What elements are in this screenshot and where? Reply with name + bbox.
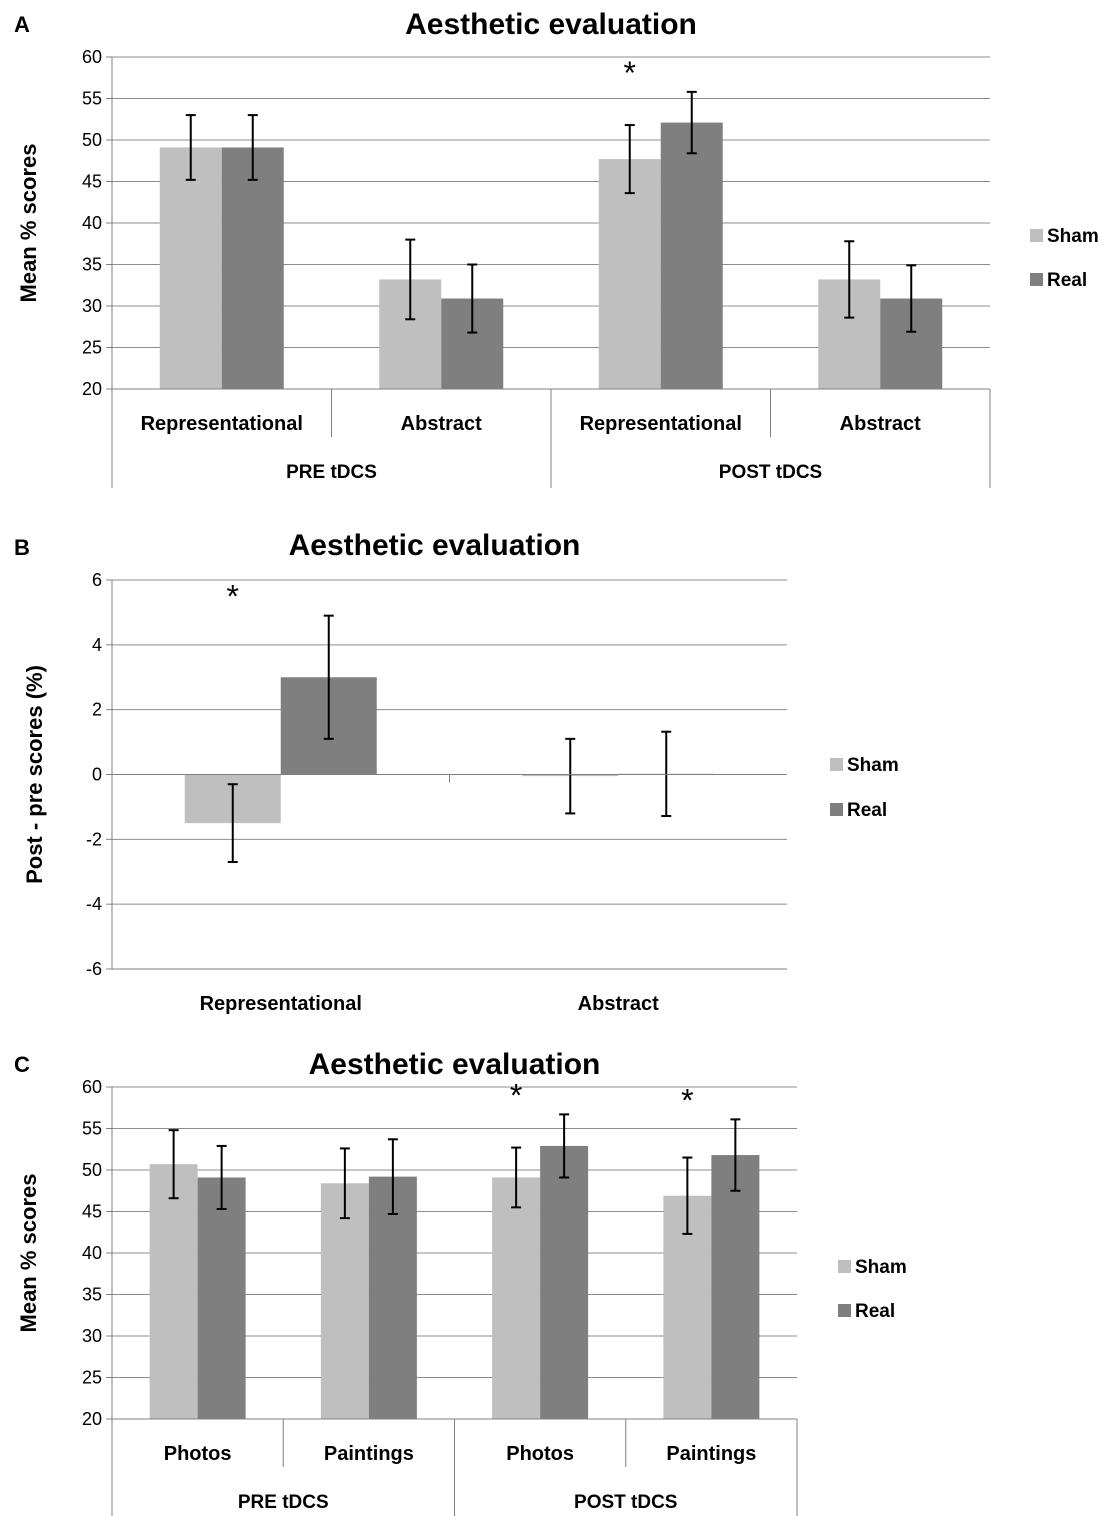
legend-label-sham: Sham xyxy=(1047,226,1099,247)
bar-real xyxy=(540,1145,589,1419)
chart-panel-c: C Aesthetic evaluation 20 25 30 35 40 45 50 55 60 M… xyxy=(14,1048,907,1516)
legend-swatch-sham xyxy=(1030,229,1043,242)
group-label: POST tDCS xyxy=(574,1492,677,1513)
legend-swatch-sham xyxy=(838,1260,851,1273)
y-tick-label: 40 xyxy=(82,213,102,233)
category-label: Representational xyxy=(200,993,362,1015)
legend-swatch-real xyxy=(830,803,843,816)
y-tick-label: 45 xyxy=(82,172,102,192)
y-tick-label: 25 xyxy=(82,338,102,358)
y-tick-label: 60 xyxy=(82,47,102,67)
bar-real xyxy=(221,147,284,389)
category-label: Representational xyxy=(580,413,742,435)
y-tick-label: 35 xyxy=(82,1285,102,1305)
significance-marker: * xyxy=(681,1082,693,1118)
y-tick-label: 25 xyxy=(82,1368,102,1388)
category-label: Abstract xyxy=(578,993,659,1015)
y-axis-label: Post - pre scores (%) xyxy=(22,665,47,884)
y-tick-label: 40 xyxy=(82,1243,102,1263)
significance-marker: * xyxy=(624,55,636,91)
bar-sham xyxy=(598,159,661,389)
chart-title: Aesthetic evaluation xyxy=(289,529,581,562)
legend-swatch-real xyxy=(1030,273,1043,286)
bar-sham xyxy=(159,147,222,389)
chart-panel-a: A Aesthetic evaluation 20 25 30 35 40 45 50 55 60 M… xyxy=(14,8,1099,488)
category-label: Paintings xyxy=(666,1443,756,1465)
panel-letter: A xyxy=(14,12,30,37)
category-label: Abstract xyxy=(401,413,482,435)
chart-title: Aesthetic evaluation xyxy=(309,1048,601,1081)
y-tick-label: 2 xyxy=(92,700,102,720)
y-axis-label: Mean % scores xyxy=(16,144,41,303)
y-tick-label: 50 xyxy=(82,130,102,150)
bar-real xyxy=(368,1176,417,1419)
legend-label-sham: Sham xyxy=(855,1257,907,1278)
y-tick-label: 30 xyxy=(82,1326,102,1346)
y-tick-label: 35 xyxy=(82,255,102,275)
category-label: Abstract xyxy=(840,413,921,435)
y-tick-label: 55 xyxy=(82,89,102,109)
category-label: Photos xyxy=(164,1443,232,1465)
bar-real xyxy=(197,1177,246,1419)
y-tick-label: 0 xyxy=(92,765,102,785)
significance-marker: * xyxy=(510,1077,522,1113)
y-tick-label: 50 xyxy=(82,1160,102,1180)
y-tick-label: -4 xyxy=(86,894,102,914)
significance-marker: * xyxy=(227,579,239,615)
y-tick-label: 6 xyxy=(92,570,102,590)
y-tick-label: 20 xyxy=(82,1409,102,1429)
legend-swatch-real xyxy=(838,1304,851,1317)
y-tick-label: 20 xyxy=(82,379,102,399)
y-tick-label: 4 xyxy=(92,635,102,655)
category-label: Photos xyxy=(506,1443,574,1465)
bar-sham xyxy=(492,1177,541,1419)
bar-real xyxy=(660,122,723,389)
group-label: PRE tDCS xyxy=(286,462,377,483)
group-label: PRE tDCS xyxy=(238,1492,329,1513)
bar-real xyxy=(711,1155,760,1419)
y-tick-label: 55 xyxy=(82,1119,102,1139)
panel-letter: B xyxy=(14,535,30,560)
y-tick-label: 60 xyxy=(82,1077,102,1097)
y-axis-label: Mean % scores xyxy=(16,1174,41,1333)
bar-sham xyxy=(320,1183,369,1419)
legend-label-sham: Sham xyxy=(847,755,899,776)
group-label: POST tDCS xyxy=(719,462,822,483)
legend-swatch-sham xyxy=(830,758,843,771)
panel-letter: C xyxy=(14,1052,30,1077)
legend-label-real: Real xyxy=(847,800,887,821)
bar-sham xyxy=(149,1164,198,1419)
legend-label-real: Real xyxy=(855,1301,895,1322)
y-tick-label: -2 xyxy=(86,829,102,849)
y-tick-label: 30 xyxy=(82,296,102,316)
category-label: Paintings xyxy=(324,1443,414,1465)
legend-label-real: Real xyxy=(1047,270,1087,291)
y-tick-label: 45 xyxy=(82,1202,102,1222)
chart-title: Aesthetic evaluation xyxy=(405,8,697,41)
category-label: Representational xyxy=(141,413,303,435)
chart-panel-b: B Aesthetic evaluation -6 -4 -2 0 2 4 6 Post - pr… xyxy=(14,529,899,1015)
y-tick-label: -6 xyxy=(86,959,102,979)
